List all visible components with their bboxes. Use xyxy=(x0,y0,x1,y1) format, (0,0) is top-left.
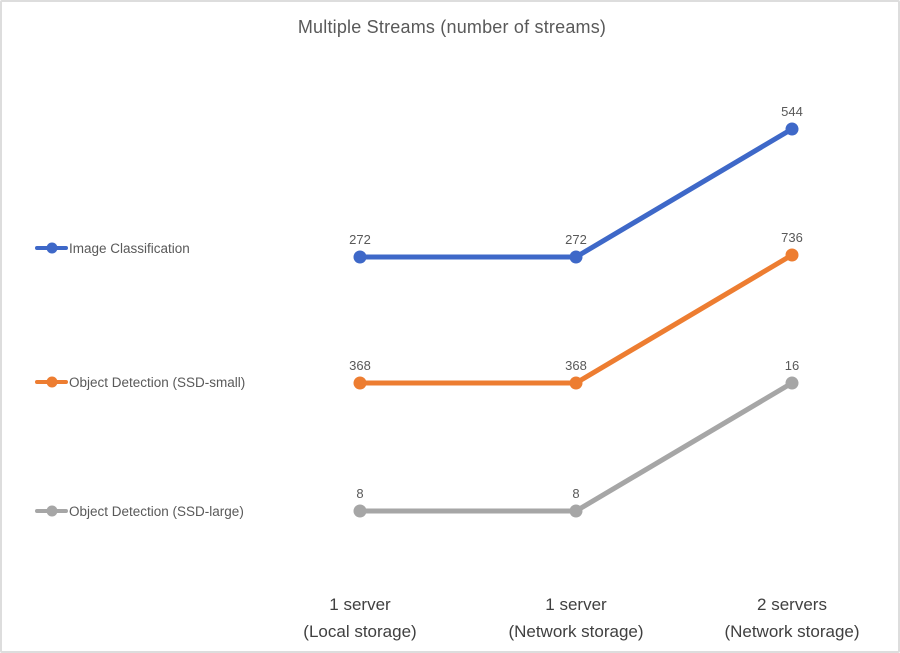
data-label: 368 xyxy=(349,358,371,373)
data-label: 8 xyxy=(356,486,363,501)
data-label: 272 xyxy=(565,232,587,247)
data-label: 16 xyxy=(785,358,799,373)
data-point-marker xyxy=(569,250,583,264)
data-point-marker xyxy=(569,504,583,518)
data-point-marker xyxy=(785,122,799,136)
data-point-marker xyxy=(569,376,583,390)
data-label: 544 xyxy=(781,104,803,119)
data-point-marker xyxy=(353,504,367,518)
data-point-marker xyxy=(785,248,799,262)
data-label: 272 xyxy=(349,232,371,247)
data-point-marker xyxy=(785,376,799,390)
data-point-marker xyxy=(353,250,367,264)
chart-title: Multiple Streams (number of streams) xyxy=(297,17,607,37)
data-label: 8 xyxy=(572,486,579,501)
data-label: 736 xyxy=(781,230,803,245)
data-point-marker xyxy=(353,376,367,390)
data-label: 368 xyxy=(565,358,587,373)
